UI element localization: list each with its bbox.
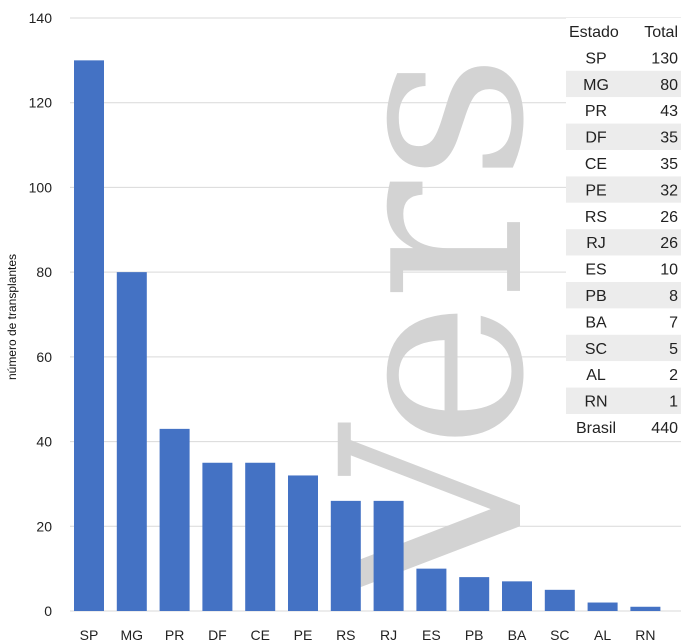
table-cell-total: 32 (660, 182, 678, 199)
x-tick-label: PB (465, 627, 484, 643)
table-cell-estado: RS (585, 209, 607, 226)
x-tick-label: CE (250, 627, 269, 643)
table-row (566, 308, 681, 335)
table-cell-estado: Brasil (576, 420, 616, 437)
table-row (566, 414, 681, 441)
table-cell-estado: SC (585, 341, 607, 358)
table-cell-estado: ES (585, 262, 606, 279)
table-header-estado: Estado (569, 24, 619, 41)
table-cell-estado: DF (585, 130, 607, 147)
x-tick-label: DF (208, 627, 227, 643)
table-cell-total: 130 (651, 50, 678, 67)
table-cell-estado: AL (586, 367, 606, 384)
x-tick-label: RJ (380, 627, 397, 643)
x-tick-label: MG (121, 627, 144, 643)
bar-pr (159, 428, 190, 611)
y-tick-label: 40 (36, 434, 52, 450)
bar-sc (544, 589, 575, 611)
bar-ba (502, 581, 532, 611)
x-tick-label: SP (80, 627, 99, 643)
table-cell-total: 1 (669, 394, 678, 411)
table-cell-estado: SP (585, 50, 606, 67)
table-header-total: Total (644, 24, 678, 41)
table-row (566, 150, 681, 177)
y-tick-label: 20 (36, 518, 52, 534)
table-row (566, 97, 681, 124)
y-tick-label: 0 (44, 603, 52, 619)
table-cell-estado: CE (585, 156, 607, 173)
x-tick-label: AL (594, 627, 611, 643)
x-axis-ticks: SP MG PR DF CE PE RS RJ ES PB BA SC AL RN (80, 627, 656, 643)
y-tick-label: 60 (36, 349, 52, 365)
table-row (566, 255, 681, 282)
table-cell-total: 35 (660, 130, 678, 147)
bar-ce (245, 462, 276, 611)
bars (74, 60, 661, 612)
table-row (566, 282, 681, 309)
table-cell-total: 43 (660, 103, 678, 120)
table-row (566, 123, 681, 150)
bar-rj (373, 500, 404, 611)
bar-mg (116, 272, 147, 611)
bar-es (416, 568, 447, 611)
table-cell-estado: PE (585, 182, 606, 199)
x-tick-label: RN (635, 627, 655, 643)
y-tick-label: 80 (36, 264, 52, 280)
table-cell-total: 2 (669, 367, 678, 384)
bar-pb (459, 577, 490, 611)
bar-rn (630, 606, 661, 611)
table-header (566, 18, 681, 45)
x-tick-label: PR (165, 627, 184, 643)
table-row (566, 229, 681, 256)
x-tick-label: BA (508, 627, 527, 643)
table-cell-total: 440 (651, 420, 678, 437)
table-cell-estado: PR (585, 103, 607, 120)
y-tick-label: 100 (29, 179, 53, 195)
table-row (566, 70, 681, 98)
y-axis-label: número de transplantes (5, 254, 19, 380)
x-tick-label: PE (294, 627, 313, 643)
table-cell-estado: RJ (586, 235, 606, 252)
table-cell-estado: RN (584, 394, 607, 411)
x-tick-label: SC (550, 627, 569, 643)
table-cell-total: 7 (669, 314, 678, 331)
table-row (566, 202, 681, 230)
x-tick-label: ES (422, 627, 441, 643)
x-tick-label: RS (336, 627, 355, 643)
table-cell-total: 35 (660, 156, 678, 173)
bar-rs (330, 500, 361, 611)
y-tick-label: 120 (29, 95, 53, 111)
table-cell-total: 80 (660, 77, 678, 94)
y-axis-ticks: 0 20 40 60 80 100 120 140 (29, 10, 53, 619)
table-row (566, 176, 681, 203)
table-cell-total: 26 (660, 209, 678, 226)
table-cell-total: 5 (669, 341, 678, 358)
y-tick-label: 140 (29, 10, 53, 26)
table-row (566, 361, 681, 388)
bar-al (587, 602, 618, 611)
table-row (566, 334, 681, 362)
table-cell-estado: PB (585, 288, 606, 305)
bar-sp (74, 60, 104, 612)
table-cell-total: 8 (669, 288, 678, 305)
table-cell-estado: BA (585, 314, 607, 331)
table-row (566, 387, 681, 414)
bar-pe (288, 475, 318, 611)
table-cell-estado: MG (583, 77, 609, 94)
data-table: Estado Total SP 130 MG 80 PR 43 DF 35 CE 35 PE 32 RS 26… (566, 18, 681, 441)
table-cell-total: 10 (660, 262, 678, 279)
table-cell-total: 26 (660, 235, 678, 252)
bar-df (202, 462, 233, 611)
table-row (566, 44, 681, 71)
